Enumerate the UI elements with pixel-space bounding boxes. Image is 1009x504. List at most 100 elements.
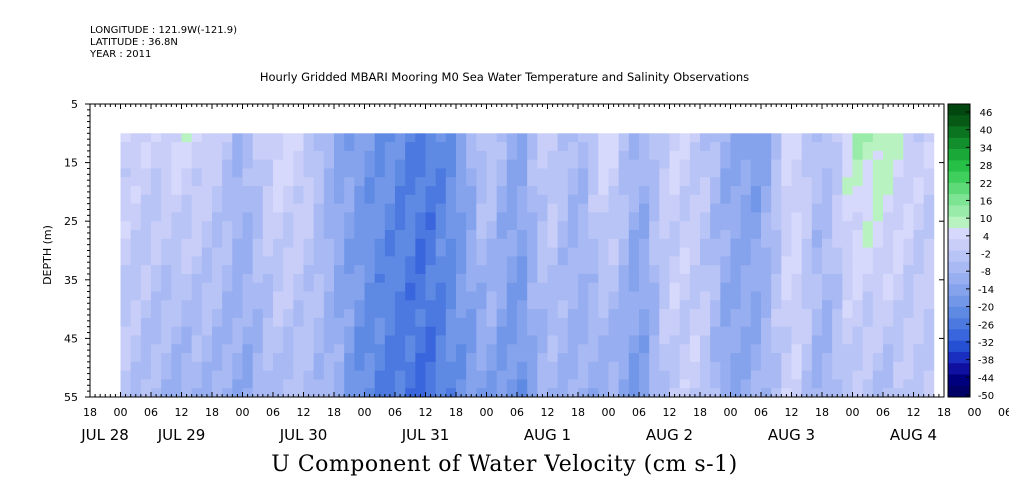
heatmap-cell (659, 300, 670, 310)
heatmap-cell (750, 142, 762, 152)
heatmap-cell (354, 353, 365, 363)
heatmap-cell (151, 344, 162, 354)
heatmap-cell (537, 361, 548, 372)
heatmap-cell (649, 361, 660, 372)
heatmap-cell (791, 273, 803, 284)
heatmap-cell (374, 177, 386, 187)
heatmap-cell (567, 379, 579, 389)
heatmap-cell (506, 194, 518, 205)
heatmap-cell (710, 273, 721, 284)
heatmap-cell (842, 379, 853, 389)
heatmap-cell (293, 317, 304, 328)
heatmap-cell (588, 344, 599, 354)
heatmap-cell (140, 133, 152, 143)
heatmap-cell (120, 177, 132, 187)
heatmap-cell (639, 177, 650, 187)
heatmap-cell (262, 282, 274, 292)
heatmap-cell (913, 194, 925, 205)
heatmap-cell (578, 212, 589, 222)
heatmap-cell (364, 247, 376, 257)
heatmap-cell (557, 265, 569, 275)
heatmap-cell (557, 203, 569, 213)
heatmap-cell (212, 309, 223, 319)
heatmap-cell (222, 203, 233, 213)
heatmap-cell (293, 256, 304, 266)
heatmap-cell (730, 133, 742, 143)
heatmap-cell (781, 370, 792, 380)
heatmap-cell (232, 326, 243, 336)
heatmap-cell (364, 282, 376, 292)
heatmap-cell (425, 238, 437, 248)
heatmap-cell (181, 388, 193, 398)
heatmap-cell (872, 282, 884, 292)
heatmap-cell (466, 265, 477, 275)
heatmap-cell (618, 353, 630, 363)
heatmap-cell (598, 177, 609, 187)
heatmap-cell (547, 335, 559, 345)
heatmap-cell (445, 247, 457, 257)
heatmap-cell (151, 326, 162, 336)
heatmap-cell (761, 282, 772, 292)
heatmap-cell (883, 203, 894, 213)
heatmap-cell (435, 379, 447, 389)
heatmap-cell (791, 221, 803, 231)
heatmap-cell (710, 326, 721, 336)
heatmap-cell (496, 186, 508, 196)
heatmap-cell (517, 133, 528, 143)
heatmap-cell (730, 194, 742, 205)
heatmap-cell (273, 344, 284, 354)
heatmap-cell (923, 238, 935, 248)
heatmap-cell (720, 133, 731, 143)
heatmap-cell (364, 168, 376, 178)
heatmap-cell (201, 317, 213, 328)
heatmap-cell (903, 142, 914, 152)
heatmap-cell (140, 212, 152, 222)
heatmap-cell (415, 388, 426, 398)
heatmap-cell (730, 221, 742, 231)
heatmap-cell (273, 388, 284, 398)
heatmap-cell (212, 317, 223, 328)
heatmap-cell (120, 238, 132, 248)
heatmap-cells (120, 133, 935, 398)
heatmap-cell (811, 335, 823, 345)
heatmap-cell (598, 229, 609, 240)
heatmap-cell (384, 256, 396, 266)
heatmap-cell (161, 309, 172, 319)
heatmap-cell (456, 353, 467, 363)
plot-title: Hourly Gridded MBARI Mooring M0 Sea Wate… (259, 70, 750, 84)
heatmap-cell (649, 194, 660, 205)
heatmap-cell (456, 370, 467, 380)
heatmap-cell (252, 221, 264, 231)
heatmap-cell (517, 388, 528, 398)
heatmap-cell (720, 265, 731, 275)
colorbar-swatch (948, 182, 970, 195)
heatmap-cell (720, 291, 731, 301)
heatmap-cell (476, 133, 487, 143)
heatmap-cell (201, 212, 213, 222)
heatmap-cell (161, 265, 172, 275)
heatmap-cell (506, 282, 518, 292)
heatmap-cell (303, 282, 315, 292)
heatmap-cell (262, 150, 274, 161)
heatmap-cell (842, 203, 853, 213)
heatmap-cell (191, 229, 203, 240)
heatmap-cell (791, 194, 803, 205)
heatmap-cell (496, 133, 508, 143)
heatmap-cell (578, 142, 589, 152)
heatmap-cell (761, 309, 772, 319)
heatmap-cell (781, 273, 792, 284)
heatmap-cell (588, 247, 599, 257)
heatmap-cell (862, 256, 874, 266)
heatmap-cell (781, 335, 792, 345)
heatmap-cell (578, 379, 589, 389)
heatmap-cell (191, 212, 203, 222)
heatmap-cell (893, 159, 904, 169)
heatmap-cell (862, 388, 874, 398)
heatmap-cell (842, 212, 853, 222)
heatmap-cell (120, 317, 132, 328)
heatmap-cell (201, 247, 213, 257)
heatmap-cell (679, 370, 691, 380)
heatmap-cell (517, 326, 528, 336)
heatmap-cell (598, 256, 609, 266)
heatmap-cell (689, 326, 701, 336)
